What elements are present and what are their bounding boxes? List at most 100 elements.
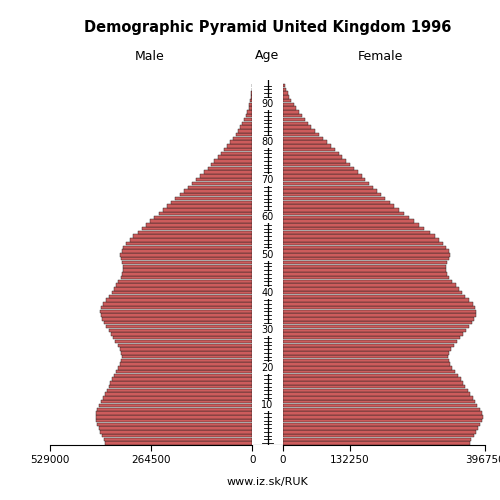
Bar xyxy=(282,133,319,136)
Bar xyxy=(282,351,449,354)
Bar xyxy=(282,227,424,230)
Bar xyxy=(282,268,446,272)
Bar xyxy=(163,208,252,212)
Bar xyxy=(176,197,252,200)
Bar xyxy=(112,291,252,294)
Bar xyxy=(282,163,350,166)
Bar xyxy=(154,216,252,219)
Bar xyxy=(146,223,252,226)
Bar xyxy=(282,408,480,411)
Bar xyxy=(227,144,252,148)
Bar xyxy=(104,321,253,324)
Text: 10: 10 xyxy=(262,400,274,410)
Bar xyxy=(282,148,335,152)
Bar xyxy=(134,234,252,238)
Bar xyxy=(282,370,455,374)
Bar xyxy=(102,317,253,320)
Text: www.iz.sk/RUK: www.iz.sk/RUK xyxy=(226,478,308,488)
Text: 70: 70 xyxy=(262,174,274,184)
Bar xyxy=(99,426,252,430)
Bar xyxy=(282,294,465,298)
Text: Female: Female xyxy=(358,50,403,62)
Bar xyxy=(282,442,470,445)
Bar xyxy=(100,430,252,434)
Bar xyxy=(150,220,252,223)
Bar xyxy=(100,404,252,407)
Bar xyxy=(105,442,253,445)
Bar xyxy=(282,264,446,268)
Bar xyxy=(282,422,480,426)
Bar xyxy=(282,129,315,132)
Bar xyxy=(238,129,252,132)
Bar xyxy=(282,126,311,129)
Bar xyxy=(282,197,385,200)
Bar xyxy=(121,257,252,260)
Bar xyxy=(282,287,459,290)
Bar xyxy=(102,306,252,310)
Bar xyxy=(282,92,288,95)
Bar xyxy=(282,242,444,246)
Bar xyxy=(121,276,252,280)
Bar xyxy=(171,200,252,204)
Text: Male: Male xyxy=(135,50,165,62)
Bar xyxy=(118,366,252,370)
Bar xyxy=(282,204,395,208)
Bar xyxy=(104,392,253,396)
Bar xyxy=(123,268,252,272)
Bar xyxy=(246,114,252,117)
Bar xyxy=(282,400,476,404)
Bar xyxy=(282,140,327,144)
Bar xyxy=(282,438,472,441)
Bar xyxy=(130,238,252,242)
Bar xyxy=(282,156,343,159)
Bar xyxy=(106,388,253,392)
Bar xyxy=(282,159,346,162)
Bar xyxy=(282,110,299,114)
Bar xyxy=(282,200,390,204)
Bar xyxy=(230,140,252,144)
Bar xyxy=(142,227,252,230)
Bar xyxy=(282,114,302,117)
Bar xyxy=(122,250,252,253)
Bar xyxy=(251,95,252,98)
Bar xyxy=(123,264,252,268)
Bar xyxy=(180,193,252,196)
Bar xyxy=(282,253,450,256)
Bar xyxy=(282,250,449,253)
Bar xyxy=(282,178,366,182)
Bar xyxy=(282,340,457,344)
Bar xyxy=(250,102,252,106)
Bar xyxy=(282,276,450,280)
Bar xyxy=(118,280,252,283)
Bar xyxy=(282,99,292,102)
Bar xyxy=(282,328,466,332)
Bar xyxy=(233,136,252,140)
Text: Age: Age xyxy=(256,50,280,62)
Bar xyxy=(214,159,252,162)
Bar xyxy=(282,404,478,407)
Bar xyxy=(103,302,253,306)
Bar xyxy=(282,302,473,306)
Bar xyxy=(282,392,470,396)
Bar xyxy=(282,321,472,324)
Bar xyxy=(248,106,252,110)
Bar xyxy=(282,106,296,110)
Bar xyxy=(282,230,430,234)
Bar xyxy=(122,355,252,358)
Bar xyxy=(120,348,252,351)
Bar xyxy=(282,95,290,98)
Bar xyxy=(116,370,252,374)
Bar xyxy=(282,88,286,91)
Bar xyxy=(106,324,253,328)
Bar xyxy=(282,317,474,320)
Bar xyxy=(282,190,377,192)
Bar xyxy=(282,374,458,377)
Bar xyxy=(98,422,252,426)
Bar xyxy=(282,291,462,294)
Bar xyxy=(282,419,482,422)
Bar xyxy=(118,344,252,347)
Bar xyxy=(282,412,482,414)
Bar xyxy=(282,366,452,370)
Bar xyxy=(282,122,308,125)
Bar xyxy=(282,362,450,366)
